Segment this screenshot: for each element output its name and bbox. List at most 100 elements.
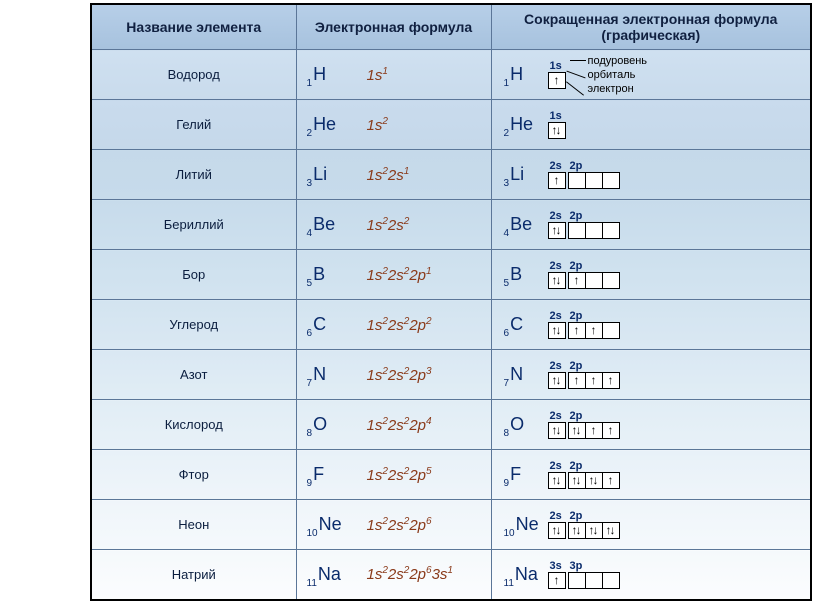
orbital-box	[602, 322, 620, 339]
table-row: Кислород8O1s22s22p48O2s↑↓2p↑↓↑↑	[91, 400, 811, 450]
orbital-group: 2p↑↑↑	[568, 360, 620, 389]
orbital-group: 2p↑↓↑↑	[568, 410, 620, 439]
electron-formula-cell: 10Ne 1s22s22p6	[296, 500, 491, 550]
element-symbol: 10Ne	[307, 514, 351, 535]
orbital-label: 2p	[568, 360, 620, 372]
orbital-box: ↑↓	[548, 322, 566, 339]
graphical-formula-cell: 4Be2s↑↓2p	[491, 200, 811, 250]
orbital-box: ↑	[602, 472, 620, 489]
orbital-box: ↑	[585, 422, 603, 439]
graphical-formula-cell: 9F2s↑↓2p↑↓↑↓↑	[491, 450, 811, 500]
orbital-box	[602, 172, 620, 189]
orbital-box: ↑↓	[548, 522, 566, 539]
element-symbol: 2He	[504, 114, 548, 135]
orbital-diagram: 2s↑↓2p↑↓↑↓↑↓	[548, 510, 622, 539]
orbital-box: ↑↓	[568, 472, 586, 489]
orbital-label: 2s	[548, 510, 566, 522]
graphical-formula-cell: 3Li2s↑2p	[491, 150, 811, 200]
element-name: Азот	[91, 350, 296, 400]
orbital-group: 2s↑↓	[548, 360, 566, 389]
graphical-formula-cell: 5B2s↑↓2p↑	[491, 250, 811, 300]
orbital-box: ↑	[585, 322, 603, 339]
table-row: Бериллий4Be1s22s24Be2s↑↓2p	[91, 200, 811, 250]
orbital-box	[585, 572, 603, 589]
orbital-group: 2p	[568, 160, 620, 189]
orbital-box: ↑	[585, 372, 603, 389]
orbital-box	[602, 222, 620, 239]
table-row: Литий3Li1s22s13Li2s↑2p	[91, 150, 811, 200]
graphical-formula-cell: 8O2s↑↓2p↑↓↑↑	[491, 400, 811, 450]
electron-config: 1s1	[367, 66, 388, 84]
orbital-label: 2p	[568, 210, 620, 222]
table-row: Бор5B1s22s22p15B2s↑↓2p↑	[91, 250, 811, 300]
orbital-box: ↑	[548, 572, 566, 589]
orbital-box: ↑	[602, 372, 620, 389]
orbital-box: ↑↓	[548, 422, 566, 439]
orbital-diagram: 1s↑↓	[548, 110, 568, 139]
orbital-label: 2s	[548, 410, 566, 422]
orbital-boxes: ↑↓	[548, 472, 566, 489]
element-symbol: 10Ne	[504, 514, 548, 535]
element-symbol: 11Na	[307, 564, 351, 585]
orbital-box: ↑↓	[548, 372, 566, 389]
element-symbol: 5B	[307, 264, 351, 285]
element-symbol: 3Li	[504, 164, 548, 185]
orbital-diagram: 2s↑↓2p↑	[548, 260, 622, 289]
table-row: Гелий2He1s22He1s↑↓	[91, 100, 811, 150]
orbital-boxes: ↑↓	[548, 372, 566, 389]
element-name: Фтор	[91, 450, 296, 500]
orbital-diagram: 2s↑↓2p↑↓↑↑	[548, 410, 622, 439]
orbital-box	[602, 572, 620, 589]
orbital-box	[568, 222, 586, 239]
orbital-box: ↑↓	[548, 272, 566, 289]
orbital-boxes: ↑	[548, 72, 566, 89]
orbital-label: 3s	[548, 560, 566, 572]
electron-formula-cell: 1H 1s1	[296, 50, 491, 100]
orbital-diagram: 1s↑	[548, 60, 568, 89]
orbital-boxes: ↑↓	[548, 222, 566, 239]
orbital-box	[568, 572, 586, 589]
orbital-box: ↑	[548, 172, 566, 189]
orbital-label: 2s	[548, 460, 566, 472]
electron-config: 1s22s22p63s1	[367, 565, 453, 583]
electron-formula-cell: 3Li1s22s1	[296, 150, 491, 200]
electron-config: 1s22s2	[367, 216, 410, 234]
orbital-label: 2s	[548, 260, 566, 272]
legend-electron: электрон	[588, 82, 648, 96]
legend-sublevel: подуровень	[588, 54, 648, 68]
orbital-boxes	[568, 572, 620, 589]
element-symbol: 6C	[307, 314, 351, 335]
orbital-boxes: ↑	[548, 572, 566, 589]
orbital-box: ↑↓	[585, 472, 603, 489]
orbital-label: 1s	[548, 60, 566, 72]
orbital-box: ↑↓	[548, 472, 566, 489]
orbital-box: ↑↓	[568, 422, 586, 439]
orbital-boxes: ↑↑	[568, 322, 620, 339]
orbital-diagram: 2s↑↓2p↑↑↑	[548, 360, 622, 389]
orbital-group: 2p↑↓↑↓↑	[568, 460, 620, 489]
electron-config: 1s22s22p6	[367, 516, 432, 534]
orbital-group: 2p↑	[568, 260, 620, 289]
element-symbol: 9F	[307, 464, 351, 485]
orbital-box: ↑↓	[585, 522, 603, 539]
element-name: Водород	[91, 50, 296, 100]
orbital-group: 2s↑↓	[548, 460, 566, 489]
electron-formula-cell: 7N1s22s22p3	[296, 350, 491, 400]
orbital-group: 2s↑↓	[548, 410, 566, 439]
orbital-boxes: ↑	[568, 272, 620, 289]
element-symbol: 8O	[504, 414, 548, 435]
orbital-group: 2p↑↓↑↓↑↓	[568, 510, 620, 539]
orbital-diagram: 2s↑↓2p	[548, 210, 622, 239]
element-symbol: 9F	[504, 464, 548, 485]
orbital-group: 2s↑↓	[548, 310, 566, 339]
electron-formula-cell: 5B1s22s22p1	[296, 250, 491, 300]
graphical-formula-cell: 10Ne2s↑↓2p↑↓↑↓↑↓	[491, 500, 811, 550]
orbital-group: 2p↑↑	[568, 310, 620, 339]
table-row: Водород1H1s11H1s↑подуровеньорбитальэлект…	[91, 50, 811, 100]
orbital-boxes: ↑↓	[548, 422, 566, 439]
orbital-box: ↑↓	[548, 122, 566, 139]
element-name: Литий	[91, 150, 296, 200]
element-symbol: 1H	[307, 64, 351, 85]
electron-formula-cell: 8O1s22s22p4	[296, 400, 491, 450]
table-row: Углерод6C1s22s22p26C2s↑↓2p↑↑	[91, 300, 811, 350]
